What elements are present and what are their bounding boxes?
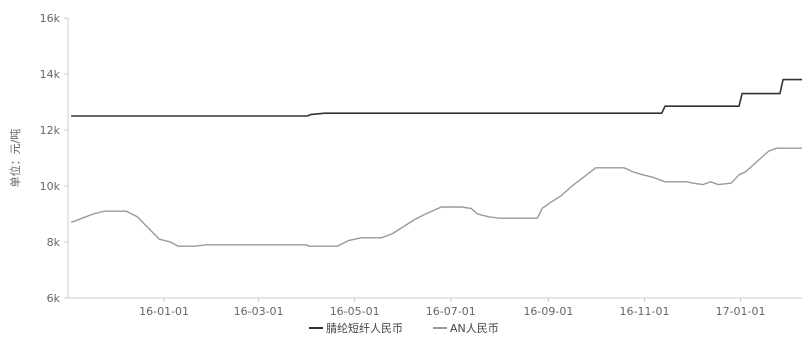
x-axis-ticks: 16-01-01 16-03-01 16-05-01 16-07-01 16-09-01… [139, 298, 766, 318]
series-2-point [348, 240, 349, 241]
series-1-point [742, 93, 743, 94]
series-2-point [718, 184, 719, 185]
legend-label-2: AN人民币 [450, 322, 499, 335]
series-1-point [71, 115, 72, 116]
y-tick-label: 8k [47, 236, 61, 249]
x-tick-label: 16-09-01 [523, 305, 573, 318]
series-2-point [360, 237, 361, 238]
series-2-point [623, 167, 624, 168]
series-1-point [738, 106, 739, 107]
series-1-point [307, 115, 308, 116]
y-tick-label: 14k [40, 68, 61, 81]
series-2-point [414, 219, 415, 220]
series-2-point [686, 181, 687, 182]
series-1-point [324, 113, 325, 114]
series-2-point [542, 208, 543, 209]
series-2-point [148, 227, 149, 228]
series-2-point [403, 226, 404, 227]
series-2-point [710, 181, 711, 182]
y-axis-label-group: 单位：元/吨 [8, 129, 22, 188]
series-2-point [549, 202, 550, 203]
x-tick-label: 16-07-01 [426, 305, 476, 318]
series-2-point [477, 213, 478, 214]
series-2-point [193, 246, 194, 247]
series-2-point [642, 174, 643, 175]
series-2-point [488, 216, 489, 217]
series-2-point [776, 148, 777, 149]
x-tick-label: 16-01-01 [139, 305, 189, 318]
y-tick-label: 12k [40, 124, 61, 137]
series-2-point [159, 239, 160, 240]
series-1-point [801, 79, 802, 80]
y-tick-label: 10k [40, 180, 61, 193]
series-2-point [801, 148, 802, 149]
series-2-point [471, 208, 472, 209]
series-2-point [560, 195, 561, 196]
y-tick-label: 16k [40, 12, 61, 25]
series-1-point [310, 114, 311, 115]
legend-label-1: 腈纶短纤人民币 [326, 321, 403, 335]
series-2-point [115, 211, 116, 212]
series-2-point [93, 213, 94, 214]
series-2-point [745, 171, 746, 172]
series-line-1 [71, 78, 802, 117]
y-axis-title: 单位：元/吨 [8, 129, 22, 188]
series-2-point [178, 246, 179, 247]
series-2-point [753, 164, 754, 165]
series-2-point [499, 218, 500, 219]
series-2-point [71, 222, 72, 223]
series-1-point [779, 93, 780, 94]
series-2-point [702, 184, 703, 185]
series-lines [70, 78, 802, 247]
series-2-point [137, 216, 138, 217]
series-2-point [664, 181, 665, 182]
series-2-point [82, 218, 83, 219]
series-2-point [731, 183, 732, 184]
series-1-point [664, 106, 665, 107]
series-2-point [461, 206, 462, 207]
series-2-point [760, 157, 761, 158]
plot-frame [67, 18, 802, 299]
series-2-point [633, 171, 634, 172]
series-2-point [441, 206, 442, 207]
y-axis-ticks: 6k 8k 10k 12k 14k 16k [40, 12, 68, 305]
series-2-point [206, 244, 207, 245]
y-tick-label: 6k [47, 292, 61, 305]
series-2-point [693, 183, 694, 184]
series-2-point [337, 246, 338, 247]
series-2-point [425, 213, 426, 214]
series-2-point [653, 177, 654, 178]
x-tick-label: 16-05-01 [330, 305, 380, 318]
x-tick-label: 16-11-01 [620, 305, 670, 318]
series-1-point [783, 79, 784, 80]
series-2-point [392, 233, 393, 234]
series-2-point [381, 237, 382, 238]
series-2-point [308, 246, 309, 247]
series-2-point [170, 241, 171, 242]
series-2-point [583, 177, 584, 178]
legend: 腈纶短纤人民币 AN人民币 [309, 321, 499, 335]
series-2-point [768, 150, 769, 151]
x-tick-label: 16-03-01 [234, 305, 284, 318]
series-2-point [595, 167, 596, 168]
series-2-point [305, 244, 306, 245]
x-tick-label: 17-01-01 [716, 305, 766, 318]
series-2-point [104, 211, 105, 212]
series-1-point [661, 113, 662, 114]
series-2-point [738, 174, 739, 175]
series-2-point [537, 218, 538, 219]
series-line-2 [70, 147, 802, 247]
series-2-point [571, 185, 572, 186]
series-2-point [126, 211, 127, 212]
